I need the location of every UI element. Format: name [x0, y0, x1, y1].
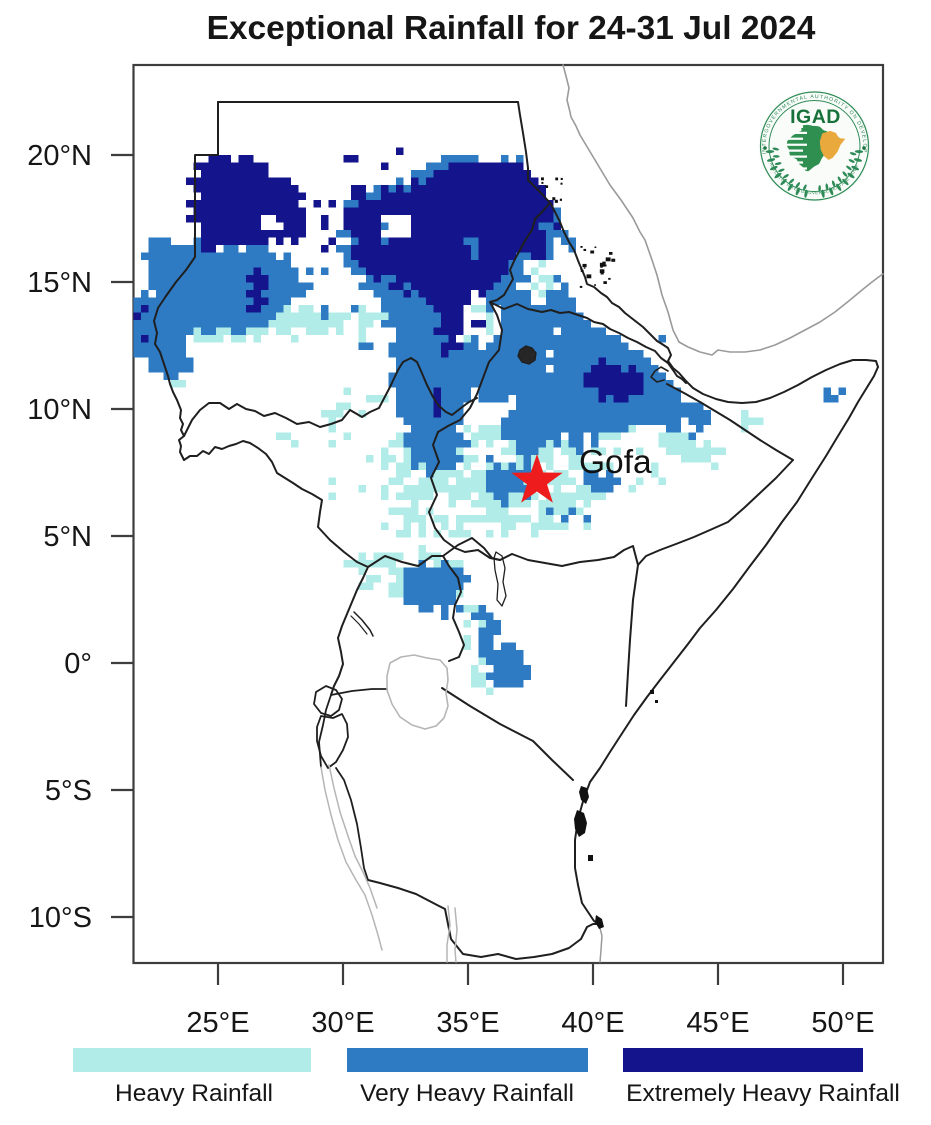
svg-text:Gofa: Gofa: [579, 444, 652, 481]
svg-text:50°E: 50°E: [811, 1007, 874, 1039]
svg-text:45°E: 45°E: [686, 1007, 749, 1039]
svg-text:35°E: 35°E: [436, 1007, 499, 1039]
svg-text:10°S: 10°S: [29, 902, 92, 934]
svg-text:25°E: 25°E: [186, 1007, 249, 1039]
svg-text:20°N: 20°N: [27, 140, 92, 172]
svg-text:Extremely Heavy Rainfall: Extremely Heavy Rainfall: [626, 1080, 900, 1107]
svg-text:40°E: 40°E: [561, 1007, 624, 1039]
svg-text:Heavy Rainfall: Heavy Rainfall: [115, 1080, 273, 1107]
svg-text:5°S: 5°S: [45, 775, 92, 807]
svg-text:0°: 0°: [64, 648, 92, 680]
svg-text:30°E: 30°E: [311, 1007, 374, 1039]
svg-text:IGAD: IGAD: [790, 106, 841, 128]
svg-text:15°N: 15°N: [27, 267, 92, 299]
svg-text:Exceptional Rainfall for 24-31: Exceptional Rainfall for 24-31 Jul 2024: [207, 10, 816, 47]
svg-text:Very Heavy Rainfall: Very Heavy Rainfall: [360, 1080, 574, 1107]
svg-text:10°N: 10°N: [27, 394, 92, 426]
svg-text:5°N: 5°N: [43, 521, 92, 553]
